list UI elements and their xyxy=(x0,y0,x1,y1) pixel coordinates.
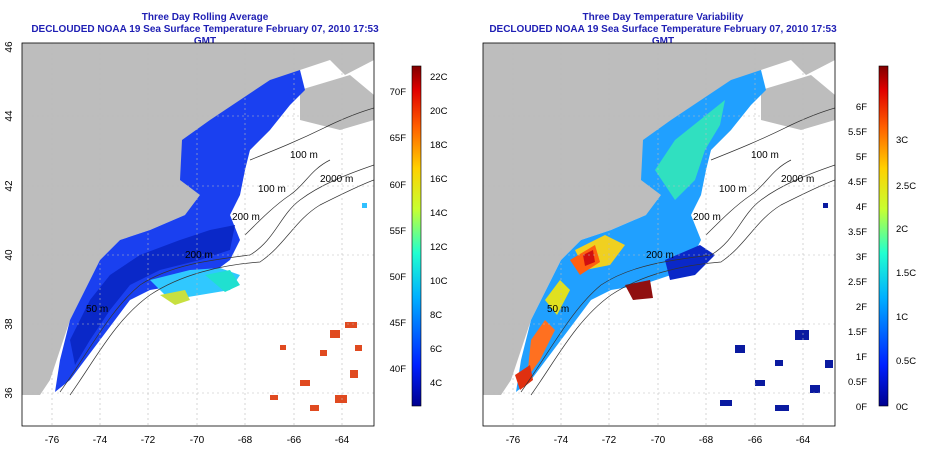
c-label: 4C xyxy=(430,378,442,389)
y-tick-label: 40 xyxy=(475,249,476,261)
f-label: 70F xyxy=(390,87,407,98)
x-tick-label: -66 xyxy=(287,435,302,446)
f-label: 1F xyxy=(856,352,867,363)
c-label: 1.5C xyxy=(896,268,916,279)
y-tick-label: 46 xyxy=(475,41,476,53)
x-tick-label: -74 xyxy=(93,435,108,446)
y-tick-label: 44 xyxy=(475,110,476,122)
f-label: 4.5F xyxy=(848,177,867,188)
c-label: 8C xyxy=(430,310,442,321)
c-label: 14C xyxy=(430,208,448,219)
y-tick-label: 36 xyxy=(475,387,476,399)
warm-water-patches xyxy=(270,322,362,411)
x-tick-label: -72 xyxy=(141,435,156,446)
f-label: 40F xyxy=(390,364,407,375)
x-tick-label: -66 xyxy=(748,435,763,446)
left-colorbar xyxy=(411,65,422,407)
x-tick-label: -72 xyxy=(602,435,617,446)
c-label: 10C xyxy=(430,276,448,287)
f-label: 55F xyxy=(390,226,407,237)
left-title-line2: DECLOUDED NOAA 19 Sea Surface Temperatur… xyxy=(31,24,379,47)
f-label: 45F xyxy=(390,318,407,329)
contour-labels: 100 m 2000 m 100 m 200 m 200 m 50 m xyxy=(86,150,353,315)
f-label: 1.5F xyxy=(848,327,867,338)
bathymetry-contours xyxy=(59,107,374,396)
f-label: 6F xyxy=(856,102,867,113)
x-tick-label: -68 xyxy=(699,435,714,446)
contour-label: 100 m xyxy=(719,184,747,195)
x-tick-label: -76 xyxy=(506,435,521,446)
x-tick-label: -74 xyxy=(554,435,569,446)
f-label: 0F xyxy=(856,402,867,413)
y-tick-label: 36 xyxy=(4,387,15,399)
graticule xyxy=(22,43,374,426)
contour-label: 50 m xyxy=(86,304,108,315)
contour-label: 100 m xyxy=(751,150,779,161)
c-label: 12C xyxy=(430,242,448,253)
c-label: 18C xyxy=(430,140,448,151)
c-label: 20C xyxy=(430,106,448,117)
y-tick-label: 40 xyxy=(4,249,15,261)
contour-label: 2000 m xyxy=(781,174,814,185)
right-variability-map: 100 m 2000 m 100 m 200 m 200 m 50 m -76 … xyxy=(475,41,916,446)
contour-label: 200 m xyxy=(693,212,721,223)
c-label: 1C xyxy=(896,312,908,323)
contour-label: 2000 m xyxy=(320,174,353,185)
x-tick-label: -64 xyxy=(335,435,350,446)
c-label: 3C xyxy=(896,135,908,146)
y-tick-label: 42 xyxy=(475,180,476,192)
right-title-line2: DECLOUDED NOAA 19 Sea Surface Temperatur… xyxy=(489,24,837,47)
y-tick-label: 38 xyxy=(4,318,15,330)
y-tick-label: 46 xyxy=(4,41,15,53)
colorbar-c-labels: 22C 20C 18C 16C 14C 12C 10C 8C 6C 4C xyxy=(430,72,448,389)
x-tick-label: -70 xyxy=(190,435,205,446)
f-label: 2.5F xyxy=(848,277,867,288)
x-tick-label: -64 xyxy=(796,435,811,446)
c-label: 0.5C xyxy=(896,356,916,367)
f-label: 5F xyxy=(856,152,867,163)
f-label: 5.5F xyxy=(848,127,867,138)
right-colorbar xyxy=(878,65,889,407)
f-label: 3.5F xyxy=(848,227,867,238)
contour-label: 200 m xyxy=(646,250,674,261)
contour-label: 100 m xyxy=(290,150,318,161)
left-map-title: Three Day Rolling Average DECLOUDED NOAA… xyxy=(20,12,390,48)
c-label: 22C xyxy=(430,72,448,83)
x-tick-label: -70 xyxy=(651,435,666,446)
contour-label: 100 m xyxy=(258,184,286,195)
land-mass xyxy=(22,43,374,395)
f-label: 3F xyxy=(856,252,867,263)
c-label: 6C xyxy=(430,344,442,355)
y-tick-label: 44 xyxy=(4,110,15,122)
x-axis-ticks: -76 -74 -72 -70 -68 -66 -64 xyxy=(45,435,350,446)
contour-label: 200 m xyxy=(232,212,260,223)
y-tick-label: 38 xyxy=(475,318,476,330)
c-label: 2.5C xyxy=(896,181,916,192)
f-label: 60F xyxy=(390,180,407,191)
sst-cold-water xyxy=(55,70,305,392)
left-sst-map: 100 m 2000 m 100 m 200 m 200 m 50 m -76 … xyxy=(4,41,448,446)
contour-label: 200 m xyxy=(185,250,213,261)
f-label: 4F xyxy=(856,202,867,213)
f-label: 50F xyxy=(390,272,407,283)
c-label: 16C xyxy=(430,174,448,185)
f-label: 2F xyxy=(856,302,867,313)
colorbar-f-labels: 70F 65F 60F 55F 50F 45F 40F xyxy=(390,87,407,375)
right-title-line1: Three Day Temperature Variability xyxy=(582,12,744,23)
left-title-line1: Three Day Rolling Average xyxy=(141,12,269,23)
x-tick-label: -68 xyxy=(238,435,253,446)
f-label: 65F xyxy=(390,133,407,144)
c-label: 0C xyxy=(896,402,908,413)
f-label: 0.5F xyxy=(848,377,867,388)
c-label: 2C xyxy=(896,224,908,235)
y-axis-ticks: 36 38 40 42 44 46 xyxy=(4,41,15,399)
right-map-title: Three Day Temperature Variability DECLOU… xyxy=(478,12,848,48)
x-tick-label: -76 xyxy=(45,435,60,446)
contour-label: 50 m xyxy=(547,304,569,315)
y-tick-label: 42 xyxy=(4,180,15,192)
